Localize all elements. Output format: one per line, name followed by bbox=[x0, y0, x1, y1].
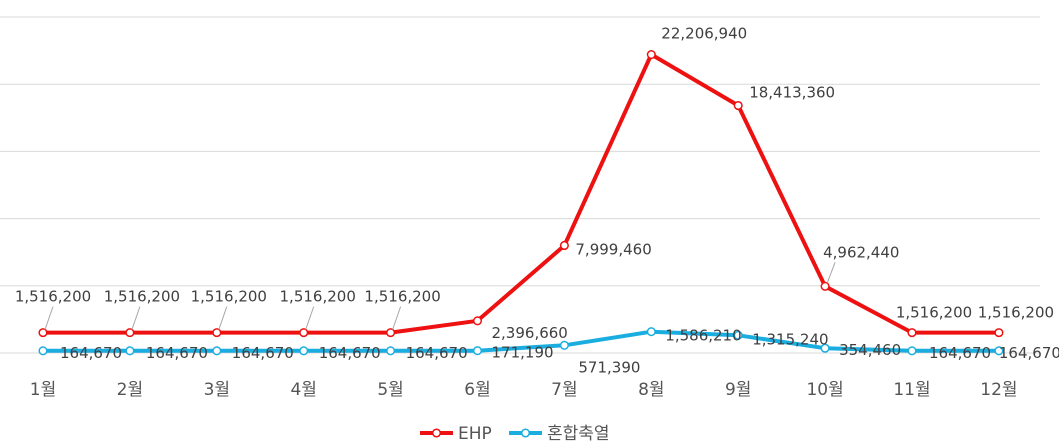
x-tick-label: 4월 bbox=[290, 380, 316, 400]
data-label: 164,670 bbox=[319, 344, 381, 362]
label-leader-line bbox=[131, 306, 141, 330]
data-point bbox=[299, 346, 309, 356]
x-tick-label: 10월 bbox=[806, 380, 843, 400]
data-label: 1,516,200 bbox=[104, 288, 180, 306]
gridlines bbox=[0, 16, 1040, 354]
x-tick-label: 1월 bbox=[30, 380, 56, 400]
data-point bbox=[733, 330, 743, 340]
x-tick-label: 7월 bbox=[551, 380, 577, 400]
data-point bbox=[907, 346, 917, 356]
data-label: 571,390 bbox=[578, 358, 640, 376]
data-point bbox=[386, 346, 396, 356]
x-tick-label: 6월 bbox=[464, 380, 490, 400]
data-point bbox=[212, 328, 222, 338]
data-label: 1,586,210 bbox=[665, 327, 741, 345]
data-label: 164,670 bbox=[232, 344, 294, 362]
x-tick-label: 11월 bbox=[893, 380, 930, 400]
data-label: 22,206,940 bbox=[661, 25, 747, 43]
data-label: 1,516,200 bbox=[978, 304, 1054, 322]
data-label: 164,670 bbox=[999, 344, 1059, 362]
data-label: 1,516,200 bbox=[191, 288, 267, 306]
label-leader-line bbox=[826, 262, 836, 284]
data-point bbox=[386, 328, 396, 338]
data-point bbox=[212, 346, 222, 356]
series-line-0 bbox=[41, 52, 1001, 335]
data-point bbox=[559, 340, 569, 350]
series-line-1 bbox=[41, 329, 1001, 353]
data-label: 164,670 bbox=[406, 344, 468, 362]
data-point bbox=[820, 343, 830, 353]
data-label: 18,413,360 bbox=[749, 84, 835, 102]
legend-marker-hybrid-storage bbox=[520, 428, 531, 438]
x-tick-label: 8월 bbox=[638, 380, 664, 400]
series-lines bbox=[38, 49, 1004, 356]
legend: EHP 혼합축열 bbox=[420, 424, 610, 444]
data-point bbox=[820, 281, 830, 291]
data-point bbox=[994, 328, 1004, 338]
x-tick-label: 9월 bbox=[725, 380, 751, 400]
data-labels: 1,516,200 1,516,200 1,516,200 1,516,200 1,51… bbox=[15, 25, 1059, 377]
data-label: 2,396,660 bbox=[492, 324, 568, 342]
data-point bbox=[125, 328, 135, 338]
legend-label-hybrid-storage: 혼합축열 bbox=[547, 424, 610, 444]
data-point bbox=[733, 100, 743, 111]
data-label: 164,670 bbox=[146, 344, 208, 362]
data-point bbox=[299, 328, 309, 338]
data-label: 164,670 bbox=[929, 344, 991, 362]
data-label: 1,516,200 bbox=[364, 288, 440, 306]
data-label: 1,516,200 bbox=[896, 304, 972, 322]
data-point bbox=[994, 346, 1004, 356]
data-label: 1,516,200 bbox=[15, 288, 91, 306]
data-point bbox=[646, 327, 656, 337]
x-tick-label: 3월 bbox=[204, 380, 230, 400]
data-point bbox=[125, 346, 135, 356]
label-leader-line bbox=[218, 306, 228, 330]
x-tick-label: 5월 bbox=[377, 380, 403, 400]
data-point bbox=[472, 316, 483, 326]
data-point bbox=[559, 240, 569, 251]
label-leader-lines bbox=[44, 262, 836, 330]
legend-label-ehp: EHP bbox=[458, 424, 492, 444]
data-label: 164,670 bbox=[60, 344, 122, 362]
legend-item-ehp: EHP bbox=[420, 424, 492, 444]
data-label: 4,962,440 bbox=[823, 243, 899, 261]
legend-item-hybrid-storage: 혼합축열 bbox=[509, 424, 610, 444]
label-leader-line bbox=[44, 306, 54, 330]
data-label: 354,460 bbox=[839, 341, 901, 359]
legend-marker-ehp bbox=[431, 428, 442, 438]
label-leader-line bbox=[305, 306, 315, 330]
x-tick-label: 12월 bbox=[980, 380, 1017, 400]
data-point bbox=[38, 346, 48, 356]
data-label: 171,190 bbox=[492, 344, 554, 362]
data-point bbox=[38, 328, 48, 338]
data-point bbox=[472, 346, 483, 356]
label-leader-line bbox=[392, 306, 402, 330]
x-tick-label: 2월 bbox=[117, 380, 143, 400]
data-label: 1,315,240 bbox=[752, 330, 828, 348]
data-label: 7,999,460 bbox=[575, 240, 651, 258]
data-point bbox=[907, 328, 917, 338]
x-axis-tick-labels: 1월 2월 3월 4월 5월 6월 7월 8월 9월 10월 11월 12월 bbox=[30, 380, 1018, 400]
data-label: 1,516,200 bbox=[280, 288, 356, 306]
data-point bbox=[646, 49, 656, 60]
